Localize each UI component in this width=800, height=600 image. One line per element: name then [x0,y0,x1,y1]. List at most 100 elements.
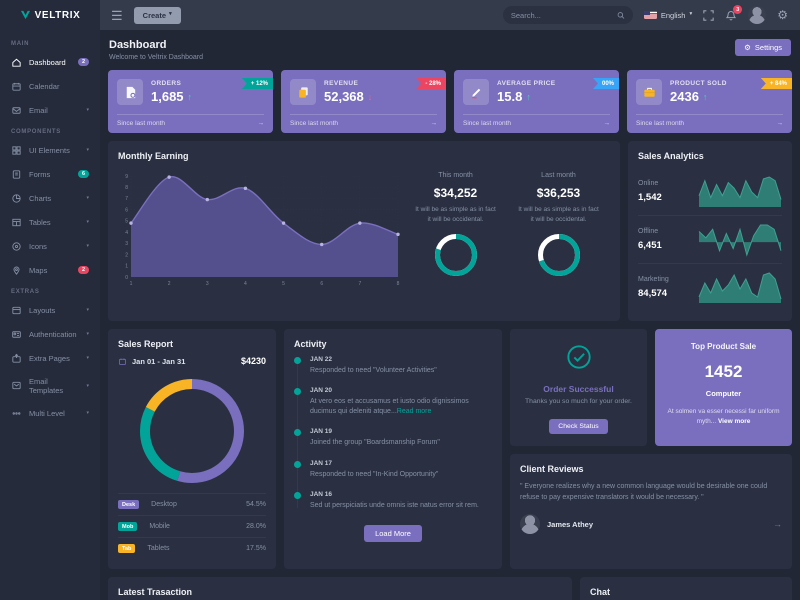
chevron-down-icon: ▾ [86,243,89,249]
calendar-icon [12,82,21,91]
table-icon [12,218,21,226]
search-input[interactable] [510,10,613,20]
average-price-trend-badge: 00% [592,78,619,89]
timeline-dot-icon [294,429,301,437]
sidebar-item-multi-level[interactable]: Multi Level ▾ [0,401,100,425]
envelope-icon [12,106,21,114]
load-more-button[interactable]: Load More [364,524,422,542]
svg-text:1: 1 [130,281,133,287]
top-product-sale-card: Top Product Sale 1452 Computer At solmen… [655,329,792,446]
check-circle-icon [566,345,591,369]
settings-button[interactable]: ⚙ Settings [735,39,791,56]
latest-transaction-card: Latest Trasaction (#) Id Name Date Amoun… [108,577,572,600]
revenue-trend-badge: - 28% [416,78,446,89]
activity-item: JAN 22 Responded to need "Volunteer Activ… [294,356,492,387]
revenue-icon [290,79,316,105]
arrow-right-icon[interactable]: → [776,120,784,127]
home-icon [12,58,21,67]
product-sold-trend-badge: + 84% [760,78,792,89]
notifications-button[interactable]: 3 [725,5,743,21]
sidebar-item-tables[interactable]: Tables ▾ [0,210,100,234]
target-icon [12,241,21,251]
marketing-sparkline [698,271,782,303]
timeline-dot-icon [294,460,301,468]
sidebar-item-authentication[interactable]: Authentication ▾ [0,322,100,346]
svg-text:2: 2 [168,281,171,287]
online-sparkline [698,175,782,207]
date-range[interactable]: Jan 01 - Jan 31 $4230 [118,356,266,366]
fullscreen-icon [703,9,714,21]
view-more-link[interactable]: View more [717,418,751,426]
legend-mobile: Mob Mobile 28.0% [118,515,266,537]
topbar: VELTRIX ☰ Create ▾ English ▾ 3 [0,0,800,30]
sidebar-item-charts[interactable]: Charts ▾ [0,186,100,210]
svg-text:6: 6 [320,281,323,287]
logo[interactable]: VELTRIX [0,0,100,30]
chevron-down-icon: ▾ [86,307,89,313]
svg-text:5: 5 [125,219,128,225]
main-content: Dashboard Welcome to Veltrix Dashboard ⚙… [100,30,800,600]
sidebar-item-email-templates[interactable]: Email Templates ▾ [0,370,100,401]
svg-text:3: 3 [206,281,209,287]
search-box[interactable] [502,6,633,24]
sales-report-total: $4230 [240,356,266,366]
chevron-down-icon: ▾ [689,11,693,18]
fullscreen-button[interactable] [703,9,714,21]
chevron-down-icon: ▾ [86,147,89,153]
check-status-button[interactable]: Check Status [549,419,608,434]
arrow-right-icon[interactable]: → [773,519,782,530]
read-more-link[interactable]: Read more [396,408,432,416]
this-month-donut [434,233,477,276]
arrow-right-icon[interactable]: → [257,120,265,127]
arrow-down-icon: ↓ [367,91,373,102]
svg-text:8: 8 [397,281,400,287]
menu-toggle-icon[interactable]: ☰ [111,7,123,23]
language-selector[interactable]: English ▾ [643,11,693,20]
sidebar-item-forms[interactable]: Forms 6 [0,162,100,186]
arrow-right-icon[interactable]: → [430,120,438,127]
sidebar-item-icons[interactable]: Icons ▾ [0,234,100,258]
settings-gear-icon[interactable]: ⚙ [777,8,788,22]
grid-icon [12,145,21,155]
sidebar-section-components: COMPONENTS [11,129,62,135]
sidebar-item-layouts[interactable]: Layouts ▾ [0,298,100,322]
notification-badge: 3 [733,5,743,14]
legend-desktop: Desk Desktop 54.5% [118,493,266,515]
svg-text:7: 7 [125,196,128,202]
activity-item: JAN 17 Responded to need "In-Kind Opportu… [294,460,492,491]
mail-template-icon [12,381,21,390]
this-month-summary: This month $34,252 It will be as simple … [404,168,507,281]
reviewer-avatar [520,514,540,535]
maps-badge: 2 [77,266,89,274]
pie-chart-icon [12,193,21,203]
client-reviews-card: Client Reviews " Everyone realizes why a… [510,454,792,569]
sidebar-item-maps[interactable]: Maps 2 [0,258,100,282]
gear-icon: ⚙ [744,43,751,52]
stat-card-average-price: 00% AVERAGE PRICE 15.8 ↑ Since last month… [454,70,619,133]
arrow-right-icon[interactable]: → [603,120,611,127]
activity-item: JAN 19 Joined the group "Boardsmanship Fo… [294,428,492,459]
create-button[interactable]: Create ▾ [133,6,181,24]
chat-card: Chat Smith Hi, How are you? What about o… [580,577,792,600]
chevron-down-icon: ▾ [86,331,89,337]
stats-row: + 12% ORDERS 1,685 ↑ Since last month → - … [108,70,792,133]
sidebar-item-dashboard[interactable]: Dashboard 2 [0,50,100,74]
user-avatar[interactable] [748,6,767,24]
sidebar-item-email[interactable]: Email ▾ [0,98,100,122]
search-icon [617,11,625,19]
sales-analytics-online: Online 1,542 [638,168,782,216]
svg-text:2: 2 [125,252,128,258]
page-header: Dashboard Welcome to Veltrix Dashboard ⚙… [109,39,791,61]
sidebar-item-extra-pages[interactable]: Extra Pages ▾ [0,346,100,370]
arrow-up-icon: ↑ [526,91,531,102]
logo-text: VELTRIX [34,9,81,21]
reviewer-name: James Athey [547,519,593,529]
timeline-dot-icon [294,491,301,499]
sidebar-item-calendar[interactable]: Calendar [0,74,100,98]
stat-card-orders: + 12% ORDERS 1,685 ↑ Since last month → [108,70,273,133]
stat-card-revenue: - 28% REVENUE 52,368 ↓ Since last month → [281,70,446,133]
sidebar-item-ui-elements[interactable]: UI Elements ▾ [0,138,100,162]
